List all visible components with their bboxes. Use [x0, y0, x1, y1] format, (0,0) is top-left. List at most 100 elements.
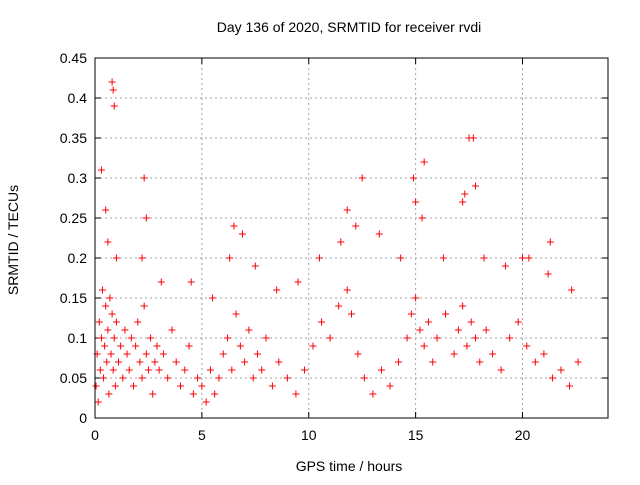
- data-point: [172, 358, 180, 366]
- data-point: [115, 358, 123, 366]
- data-point: [461, 190, 469, 198]
- data-point: [409, 174, 417, 182]
- x-tick-label: 15: [408, 427, 424, 443]
- data-point: [138, 374, 146, 382]
- data-point: [514, 318, 522, 326]
- data-point: [109, 366, 117, 374]
- data-point: [153, 342, 161, 350]
- data-point: [112, 254, 120, 262]
- data-point: [112, 318, 120, 326]
- data-point: [245, 326, 253, 334]
- data-point: [283, 374, 291, 382]
- data-point: [395, 358, 403, 366]
- data-point: [155, 366, 163, 374]
- data-point: [459, 302, 467, 310]
- data-point: [101, 342, 109, 350]
- data-point: [206, 366, 214, 374]
- data-point: [194, 374, 202, 382]
- data-point: [209, 294, 217, 302]
- data-point: [420, 158, 428, 166]
- x-axis-label: GPS time / hours: [296, 458, 403, 474]
- data-point: [450, 350, 458, 358]
- data-point: [138, 254, 146, 262]
- data-point: [211, 390, 219, 398]
- data-point: [119, 374, 127, 382]
- data-point: [568, 286, 576, 294]
- data-point: [540, 350, 548, 358]
- data-point: [416, 326, 424, 334]
- data-point: [348, 310, 355, 318]
- data-point: [318, 318, 326, 326]
- data-point: [429, 358, 437, 366]
- data-point: [198, 382, 206, 390]
- data-point: [489, 350, 497, 358]
- data-point: [354, 350, 362, 358]
- data-point: [140, 174, 148, 182]
- data-point: [482, 326, 490, 334]
- data-point: [525, 254, 533, 262]
- data-point: [566, 382, 574, 390]
- data-point: [292, 390, 300, 398]
- data-point: [147, 334, 155, 342]
- data-point: [123, 350, 131, 358]
- data-point: [92, 382, 100, 390]
- data-point: [129, 382, 137, 390]
- data-point: [215, 374, 223, 382]
- data-point: [136, 358, 144, 366]
- data-point: [98, 286, 106, 294]
- data-point: [127, 334, 135, 342]
- y-tick-label: 0.1: [68, 330, 88, 346]
- data-point: [226, 254, 234, 262]
- data-point: [501, 262, 509, 270]
- data-point: [480, 254, 488, 262]
- grid: [95, 58, 608, 418]
- data-point: [343, 286, 351, 294]
- data-point: [442, 310, 450, 318]
- data-point: [232, 310, 240, 318]
- data-point: [94, 398, 102, 406]
- data-point: [506, 334, 514, 342]
- data-point: [459, 198, 467, 206]
- data-point: [110, 334, 118, 342]
- data-point: [230, 222, 238, 230]
- plot-frame: [94, 57, 609, 419]
- data-point: [544, 270, 552, 278]
- data-point: [121, 326, 129, 334]
- y-tick-label: 0.45: [60, 50, 87, 66]
- x-tick-label: 20: [515, 427, 531, 443]
- data-point: [454, 326, 462, 334]
- data-point: [187, 278, 195, 286]
- data-point: [337, 238, 345, 246]
- data-point: [251, 262, 259, 270]
- data-point: [548, 374, 556, 382]
- data-point: [151, 358, 159, 366]
- data-point: [546, 238, 554, 246]
- data-point: [418, 214, 426, 222]
- data-point: [238, 230, 246, 238]
- data-point: [358, 174, 366, 182]
- y-tick-label: 0.05: [60, 370, 87, 386]
- data-point: [95, 318, 103, 326]
- data-point: [142, 350, 150, 358]
- data-point: [228, 366, 236, 374]
- data-point: [268, 382, 276, 390]
- data-point: [412, 198, 420, 206]
- data-point: [273, 286, 281, 294]
- data-point: [140, 302, 148, 310]
- data-point: [424, 318, 432, 326]
- data-point: [144, 366, 152, 374]
- data-point: [108, 310, 116, 318]
- data-point: [117, 342, 125, 350]
- data-point: [224, 334, 232, 342]
- data-point: [467, 318, 475, 326]
- data-point: [360, 374, 368, 382]
- data-point: [100, 374, 108, 382]
- data-point: [159, 350, 167, 358]
- data-point: [202, 398, 210, 406]
- data-point: [557, 366, 565, 374]
- data-point: [236, 342, 244, 350]
- data-point: [164, 374, 172, 382]
- axes: 0 0.05 0.1 0.15 0.2 0.25 0.3 0.35 0.4 0.45 0 5 10 15 2…: [60, 50, 608, 443]
